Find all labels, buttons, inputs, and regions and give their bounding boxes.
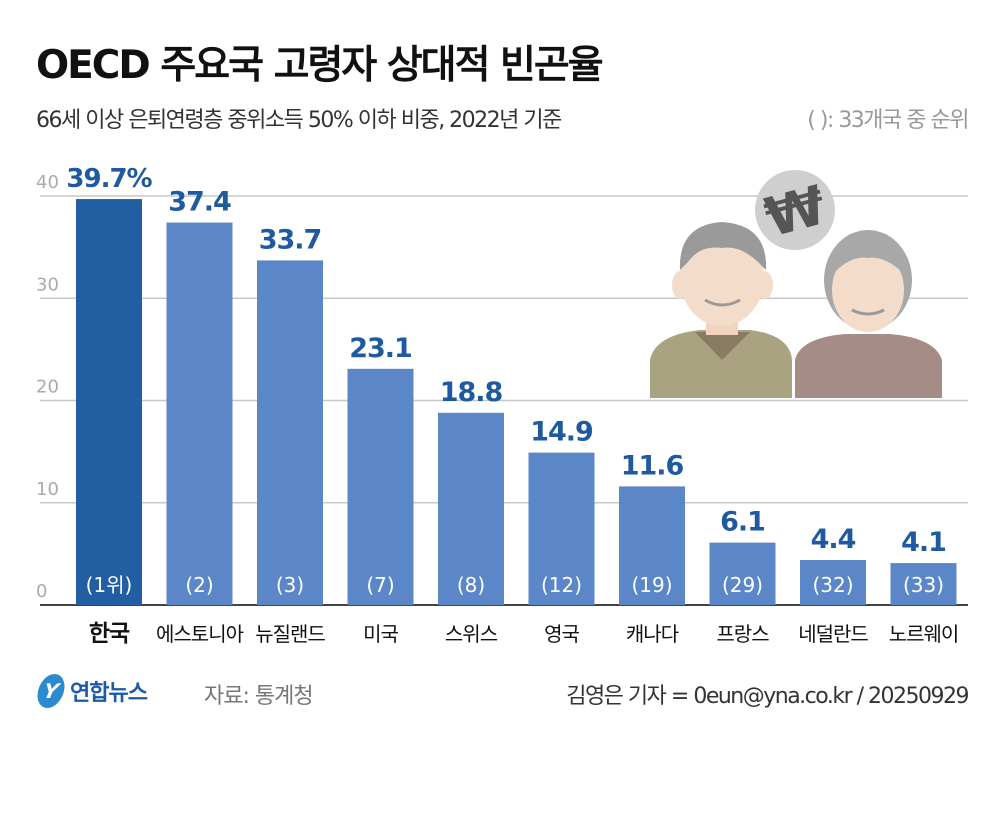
- data-label: 6.1: [720, 507, 765, 538]
- x-tick-label: 네덜란드: [798, 622, 868, 646]
- chart-subtitle: 66세 이상 은퇴연령층 중위소득 50% 이하 비중, 2022년 기준: [36, 108, 562, 133]
- rank-label: (12): [541, 573, 582, 597]
- bar: [438, 412, 504, 605]
- rank-label: (3): [276, 573, 304, 597]
- y-tick-label: 30: [36, 274, 59, 295]
- x-tick-label: 한국: [89, 621, 130, 647]
- data-label: 23.1: [349, 333, 412, 364]
- x-tick-label: 에스토니아: [156, 622, 244, 646]
- y-tick-label: 20: [36, 377, 59, 398]
- bar: [528, 452, 595, 605]
- elderly-couple-illustration: ₩: [650, 170, 942, 398]
- rank-label: (1위): [86, 573, 133, 597]
- rank-label: (33): [903, 573, 944, 597]
- rank-label: (8): [457, 573, 485, 597]
- x-tick-label: 미국: [363, 622, 398, 646]
- data-label: 4.1: [901, 527, 946, 558]
- rank-label: (29): [722, 573, 763, 597]
- bar: [257, 260, 323, 605]
- data-label: 4.4: [811, 524, 856, 555]
- data-label: 18.8: [440, 377, 503, 408]
- bar: [166, 222, 233, 605]
- x-tick-label: 캐나다: [626, 622, 679, 646]
- rank-note: ( ): 33개국 중 순위: [807, 108, 969, 133]
- x-tick-label: 영국: [544, 622, 579, 646]
- data-label: 37.4: [168, 187, 231, 218]
- data-label: 33.7: [259, 224, 322, 255]
- bar: [619, 486, 685, 605]
- credit: 김영은 기자 = 0eun@yna.co.kr / 20250929: [566, 684, 969, 709]
- y-tick-label: 40: [36, 172, 59, 193]
- data-label: 39.7%: [66, 164, 152, 194]
- bar: [890, 563, 957, 605]
- x-tick-label: 뉴질랜드: [255, 622, 325, 646]
- x-tick-label: 노르웨이: [889, 622, 959, 646]
- rank-label: (2): [185, 573, 213, 597]
- bar: [709, 542, 776, 605]
- yonhap-logo-icon: Y: [34, 674, 68, 708]
- y-tick-label: 10: [36, 479, 59, 500]
- y-tick-label: 0: [36, 581, 47, 602]
- rank-label: (32): [812, 573, 853, 597]
- bar: [76, 199, 142, 605]
- data-label: 14.9: [530, 417, 593, 448]
- x-tick-label: 프랑스: [716, 622, 769, 646]
- source: 자료: 통계청: [204, 684, 314, 709]
- bar: [347, 368, 414, 605]
- yonhap-logo: Y 연합뉴스: [34, 674, 148, 708]
- rank-label: (7): [366, 573, 394, 597]
- logo-text: 연합뉴스: [70, 681, 148, 706]
- chart-title: OECD 주요국 고령자 상대적 빈곤율: [36, 43, 604, 88]
- x-tick-label: 스위스: [445, 622, 498, 646]
- rank-label: (19): [631, 573, 672, 597]
- bar: [800, 560, 866, 605]
- data-label: 11.6: [621, 450, 684, 481]
